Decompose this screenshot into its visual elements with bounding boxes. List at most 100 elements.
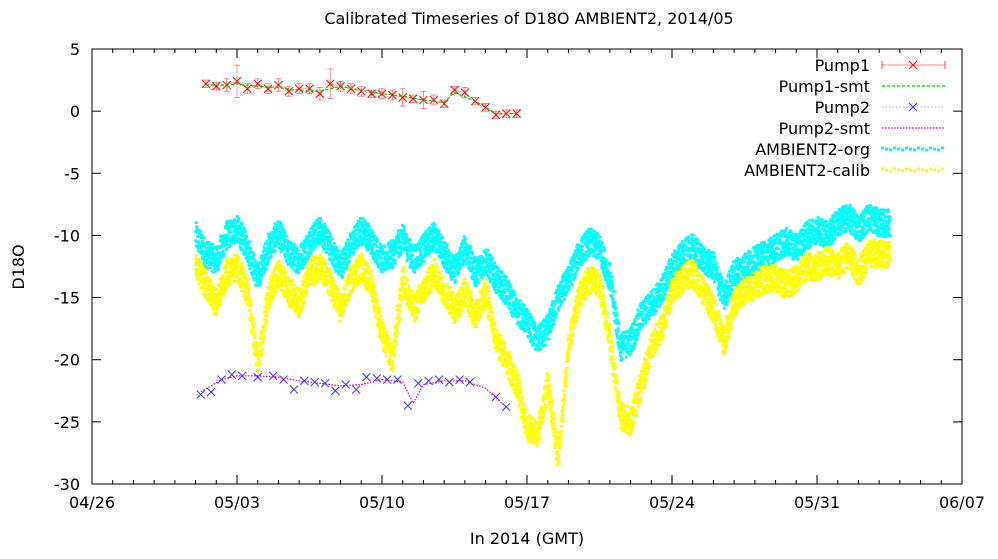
data-point (401, 248, 405, 252)
data-point (519, 305, 522, 308)
data-point (793, 249, 797, 253)
data-point (377, 256, 381, 260)
data-point (820, 218, 824, 222)
data-point (782, 241, 785, 245)
data-point (216, 283, 220, 287)
data-point (808, 218, 811, 222)
data-point (352, 229, 356, 233)
data-point (661, 295, 665, 299)
data-point (571, 269, 575, 273)
data-point (752, 268, 756, 272)
data-point (574, 260, 578, 264)
data-point (275, 230, 279, 234)
data-point (794, 244, 798, 248)
data-point (772, 234, 776, 238)
data-point (659, 302, 663, 305)
data-point (861, 228, 864, 231)
data-point (598, 235, 601, 239)
data-point (656, 297, 660, 301)
data-point (805, 221, 809, 225)
data-point (591, 229, 595, 233)
data-point (453, 260, 456, 264)
data-point (664, 293, 667, 297)
data-point (206, 242, 210, 246)
data-point (753, 266, 757, 270)
data-point (710, 269, 714, 273)
data-point (748, 259, 751, 263)
data-point (803, 232, 807, 235)
data-point (849, 206, 853, 210)
data-point (602, 261, 606, 265)
data-point (690, 249, 693, 252)
data-point (265, 242, 269, 246)
data-point (215, 311, 219, 315)
data-point (274, 222, 277, 226)
data-point (283, 244, 287, 248)
data-point (344, 242, 348, 245)
data-point (645, 318, 649, 321)
data-point (687, 239, 691, 242)
data-point (755, 267, 759, 271)
data-point (794, 253, 797, 257)
data-point (490, 259, 493, 263)
data-point (877, 225, 881, 228)
data-point (579, 263, 583, 266)
data-point (651, 309, 655, 313)
data-point (497, 274, 501, 278)
data-point (437, 233, 441, 237)
data-point (282, 238, 285, 242)
data-point (335, 265, 339, 268)
data-point (785, 244, 788, 247)
data-point (839, 231, 842, 235)
data-point (389, 264, 392, 268)
data-point (799, 248, 802, 252)
data-point (546, 327, 550, 330)
data-point (258, 277, 262, 280)
data-point (448, 254, 451, 258)
data-point (429, 244, 433, 248)
data-point (259, 256, 263, 260)
data-point (511, 295, 515, 299)
data-point (198, 247, 202, 251)
data-point (614, 314, 617, 318)
data-point (422, 248, 426, 251)
data-point (273, 225, 277, 229)
data-point (267, 251, 270, 254)
data-point (314, 245, 318, 248)
data-point (585, 253, 589, 257)
data-point (342, 260, 346, 264)
data-point (444, 265, 448, 269)
data-point (378, 250, 382, 254)
data-point (248, 267, 252, 271)
data-point (699, 247, 703, 251)
data-point (427, 232, 431, 236)
data-point (726, 299, 730, 303)
data-point (341, 266, 344, 269)
data-point (475, 270, 478, 274)
data-point (634, 332, 637, 336)
data-point (451, 272, 455, 275)
data-point (838, 210, 842, 214)
data-point (488, 271, 491, 274)
data-point (716, 272, 720, 275)
data-point (765, 244, 769, 248)
data-point (608, 288, 612, 292)
data-point (361, 232, 365, 235)
data-point (401, 237, 405, 241)
data-point (265, 263, 269, 267)
data-point (265, 239, 269, 243)
data-point (398, 234, 402, 238)
data-point (852, 211, 855, 215)
data-point (750, 258, 754, 262)
data-point (456, 261, 460, 264)
data-point (771, 257, 775, 260)
data-point (756, 244, 759, 247)
data-point (230, 235, 234, 239)
data-point (218, 246, 221, 249)
data-point (805, 247, 808, 250)
data-point (577, 263, 580, 266)
data-point (233, 218, 236, 222)
data-point (508, 307, 512, 311)
data-point (537, 344, 540, 348)
data-point (385, 254, 389, 257)
